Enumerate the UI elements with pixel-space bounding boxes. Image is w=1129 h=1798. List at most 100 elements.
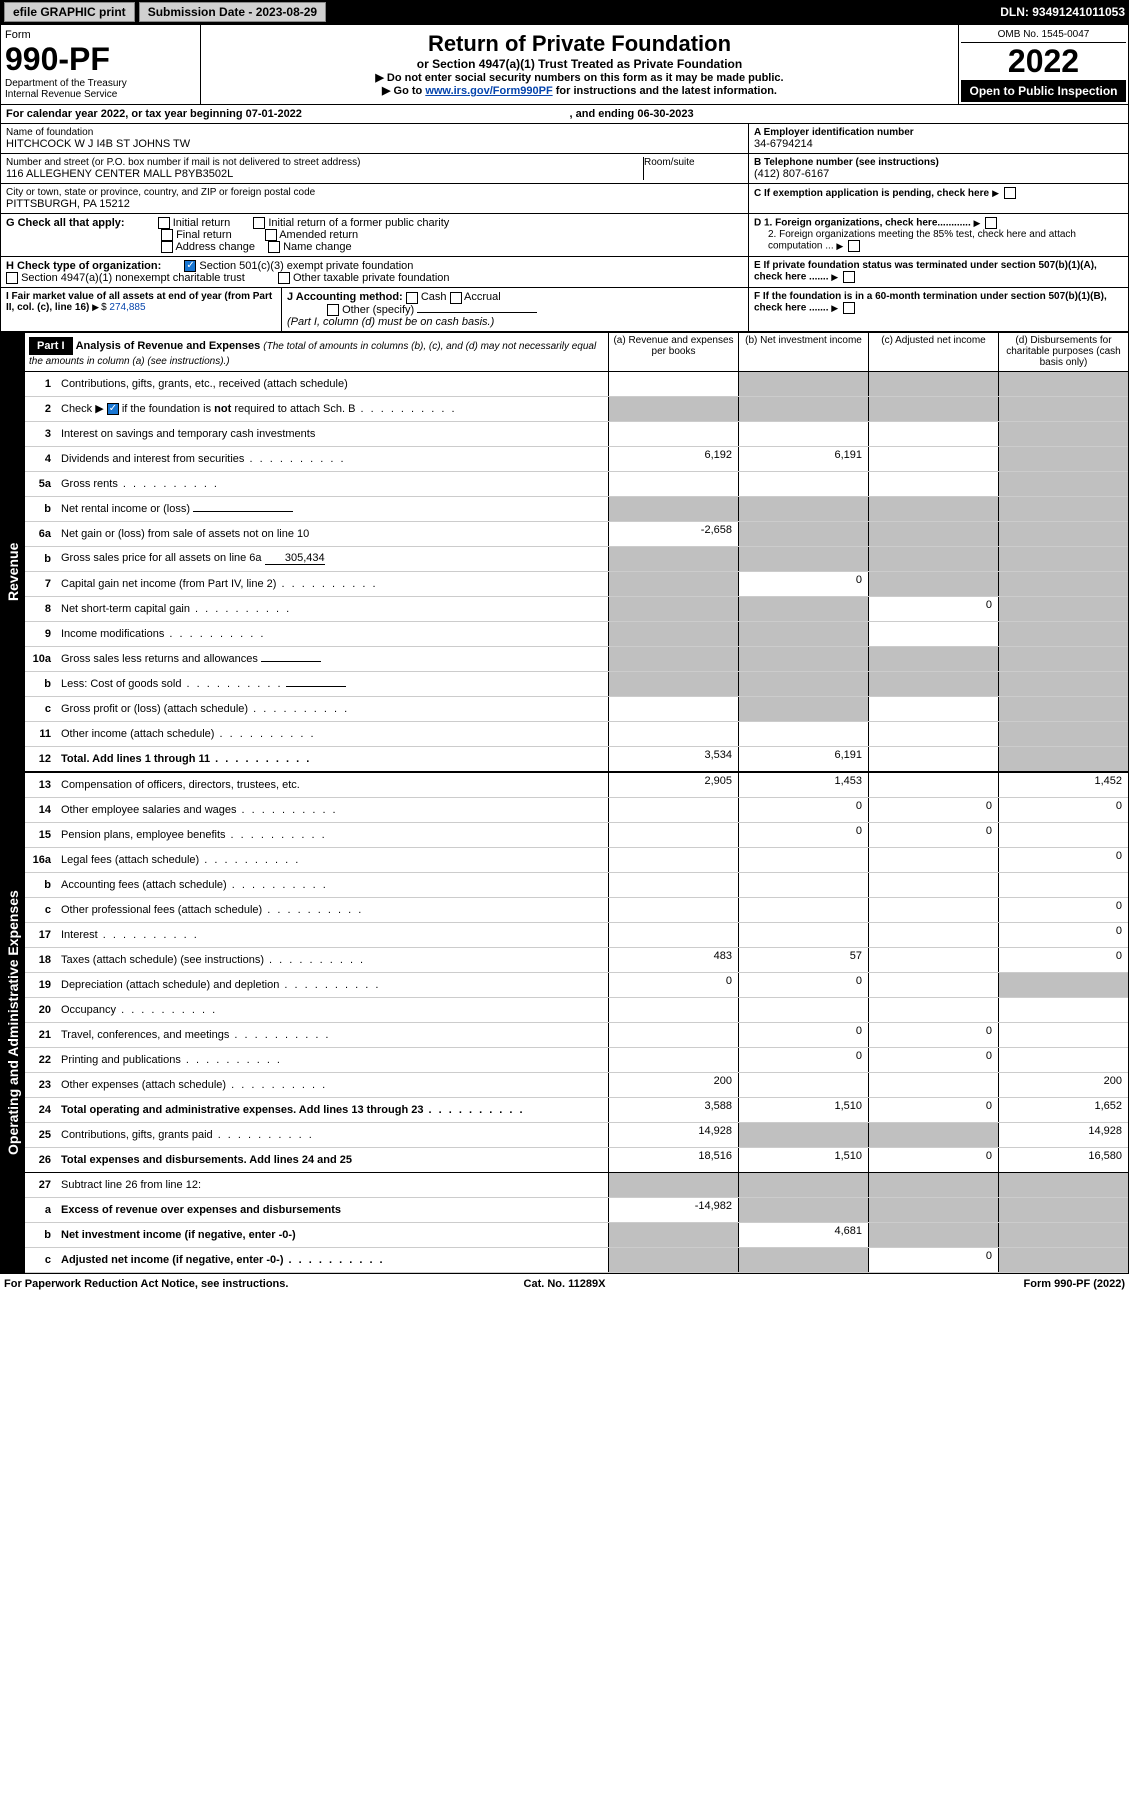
fmv-link[interactable]: 274,885 [109, 302, 145, 313]
4947-checkbox[interactable] [6, 272, 18, 284]
part1-header-row: Part I Analysis of Revenue and Expenses … [0, 332, 1129, 372]
form-title: Return of Private Foundation [207, 31, 952, 57]
i-j-f-row: I Fair market value of all assets at end… [0, 288, 1129, 331]
line-1: Contributions, gifts, grants, etc., rece… [57, 376, 608, 392]
d1-label: D 1. Foreign organizations, check here..… [754, 218, 971, 229]
revenue-sidebar: Revenue [1, 372, 25, 772]
initial-return-checkbox[interactable] [158, 217, 170, 229]
schb-checkbox[interactable] [107, 403, 119, 415]
dln: DLN: 93491241011053 [1000, 5, 1125, 19]
irs-label: Internal Revenue Service [5, 89, 196, 100]
c-exemption-label: C If exemption application is pending, c… [754, 188, 989, 199]
form-subtitle: or Section 4947(a)(1) Trust Treated as P… [207, 57, 952, 71]
form-label: Form [5, 29, 196, 41]
submission-date: Submission Date - 2023-08-29 [139, 2, 326, 22]
e-label: E If private foundation status was termi… [754, 260, 1097, 283]
dept-treasury: Department of the Treasury [5, 78, 196, 89]
j-note: (Part I, column (d) must be on cash basi… [287, 316, 494, 328]
line-16b: Accounting fees (attach schedule) [57, 877, 608, 893]
col-a-header: (a) Revenue and expenses per books [608, 333, 738, 371]
address-change-checkbox[interactable] [161, 241, 173, 253]
j-label: J Accounting method: [287, 291, 403, 303]
city-state-zip: PITTSBURGH, PA 15212 [6, 198, 743, 210]
other-method-checkbox[interactable] [327, 304, 339, 316]
line-8: Net short-term capital gain [57, 601, 608, 617]
form-number: 990-PF [5, 41, 196, 78]
g-label: G Check all that apply: [6, 217, 125, 229]
form-footer: Form 990-PF (2022) [751, 1278, 1125, 1290]
line-10c: Gross profit or (loss) (attach schedule) [57, 701, 608, 717]
street-address: 116 ALLEGHENY CENTER MALL P8YB3502L [6, 168, 643, 180]
line-5b: Net rental income or (loss) [57, 501, 608, 517]
expenses-table: Operating and Administrative Expenses 13… [0, 773, 1129, 1274]
c-checkbox[interactable] [1004, 187, 1016, 199]
line-25: Contributions, gifts, grants paid [57, 1127, 608, 1143]
line-9: Income modifications [57, 626, 608, 642]
line-10a: Gross sales less returns and allowances [57, 651, 608, 667]
line-23: Other expenses (attach schedule) [57, 1077, 608, 1093]
omb-number: OMB No. 1545-0047 [961, 27, 1126, 43]
line-19: Depreciation (attach schedule) and deple… [57, 977, 608, 993]
line-10b: Less: Cost of goods sold [57, 676, 608, 692]
line-22: Printing and publications [57, 1052, 608, 1068]
col-d-header: (d) Disbursements for charitable purpose… [998, 333, 1128, 371]
city-label: City or town, state or province, country… [6, 187, 743, 198]
part1-tag: Part I [29, 337, 73, 355]
tel-label: B Telephone number (see instructions) [754, 157, 1123, 168]
line-20: Occupancy [57, 1002, 608, 1018]
d2-label: 2. Foreign organizations meeting the 85%… [768, 229, 1076, 252]
d2-checkbox[interactable] [848, 240, 860, 252]
line-27b: Net investment income (if negative, ente… [57, 1227, 608, 1243]
goto-note: ▶ Go to www.irs.gov/Form990PF for instru… [207, 84, 952, 97]
other-taxable-checkbox[interactable] [278, 272, 290, 284]
efile-button[interactable]: efile GRAPHIC print [4, 2, 135, 22]
name-label: Name of foundation [6, 127, 743, 138]
line-3: Interest on savings and temporary cash i… [57, 426, 608, 442]
line-4: Dividends and interest from securities [57, 451, 608, 467]
page-footer: For Paperwork Reduction Act Notice, see … [0, 1274, 1129, 1294]
cash-checkbox[interactable] [406, 292, 418, 304]
irs-link[interactable]: www.irs.gov/Form990PF [425, 85, 552, 97]
part1-title: Analysis of Revenue and Expenses [76, 340, 261, 352]
col-b-header: (b) Net investment income [738, 333, 868, 371]
d1-checkbox[interactable] [985, 217, 997, 229]
line-16c: Other professional fees (attach schedule… [57, 902, 608, 918]
h-label: H Check type of organization: [6, 260, 161, 272]
line-24: Total operating and administrative expen… [57, 1102, 608, 1118]
revenue-table: Revenue 1Contributions, gifts, grants, e… [0, 372, 1129, 773]
city-c-row: City or town, state or province, country… [0, 184, 1129, 214]
line-12: Total. Add lines 1 through 11 [57, 751, 608, 767]
501c3-checkbox[interactable] [184, 260, 196, 272]
line-6b: Gross sales price for all assets on line… [57, 550, 608, 567]
name-change-checkbox[interactable] [268, 241, 280, 253]
line-27: Subtract line 26 from line 12: [57, 1177, 608, 1193]
initial-public-checkbox[interactable] [253, 217, 265, 229]
line-27c: Adjusted net income (if negative, enter … [57, 1252, 608, 1268]
f-checkbox[interactable] [843, 302, 855, 314]
room-label: Room/suite [644, 157, 743, 168]
telephone: (412) 807-6167 [754, 168, 1123, 180]
cat-number: Cat. No. 11289X [378, 1278, 752, 1290]
ein-label: A Employer identification number [754, 127, 1123, 138]
foundation-name: HITCHCOCK W J I4B ST JOHNS TW [6, 138, 743, 150]
line-5a: Gross rents [57, 476, 608, 492]
open-to-public: Open to Public Inspection [961, 80, 1126, 102]
line-17: Interest [57, 927, 608, 943]
tax-year: 2022 [961, 43, 1126, 80]
expenses-sidebar: Operating and Administrative Expenses [1, 773, 25, 1273]
line-27a: Excess of revenue over expenses and disb… [57, 1202, 608, 1218]
ssn-warning: ▶ Do not enter social security numbers o… [207, 71, 952, 84]
accrual-checkbox[interactable] [450, 292, 462, 304]
line-18: Taxes (attach schedule) (see instruction… [57, 952, 608, 968]
line-13: Compensation of officers, directors, tru… [57, 777, 608, 793]
e-checkbox[interactable] [843, 271, 855, 283]
addr-label: Number and street (or P.O. box number if… [6, 157, 643, 168]
amended-return-checkbox[interactable] [265, 229, 277, 241]
final-return-checkbox[interactable] [161, 229, 173, 241]
line-7: Capital gain net income (from Part IV, l… [57, 576, 608, 592]
form-header: Form 990-PF Department of the Treasury I… [0, 24, 1129, 105]
paperwork-notice: For Paperwork Reduction Act Notice, see … [4, 1278, 378, 1290]
calendar-year-row: For calendar year 2022, or tax year begi… [0, 105, 1129, 124]
line-26: Total expenses and disbursements. Add li… [57, 1152, 608, 1168]
line-2: Check ▶ if the foundation is not require… [57, 400, 608, 417]
